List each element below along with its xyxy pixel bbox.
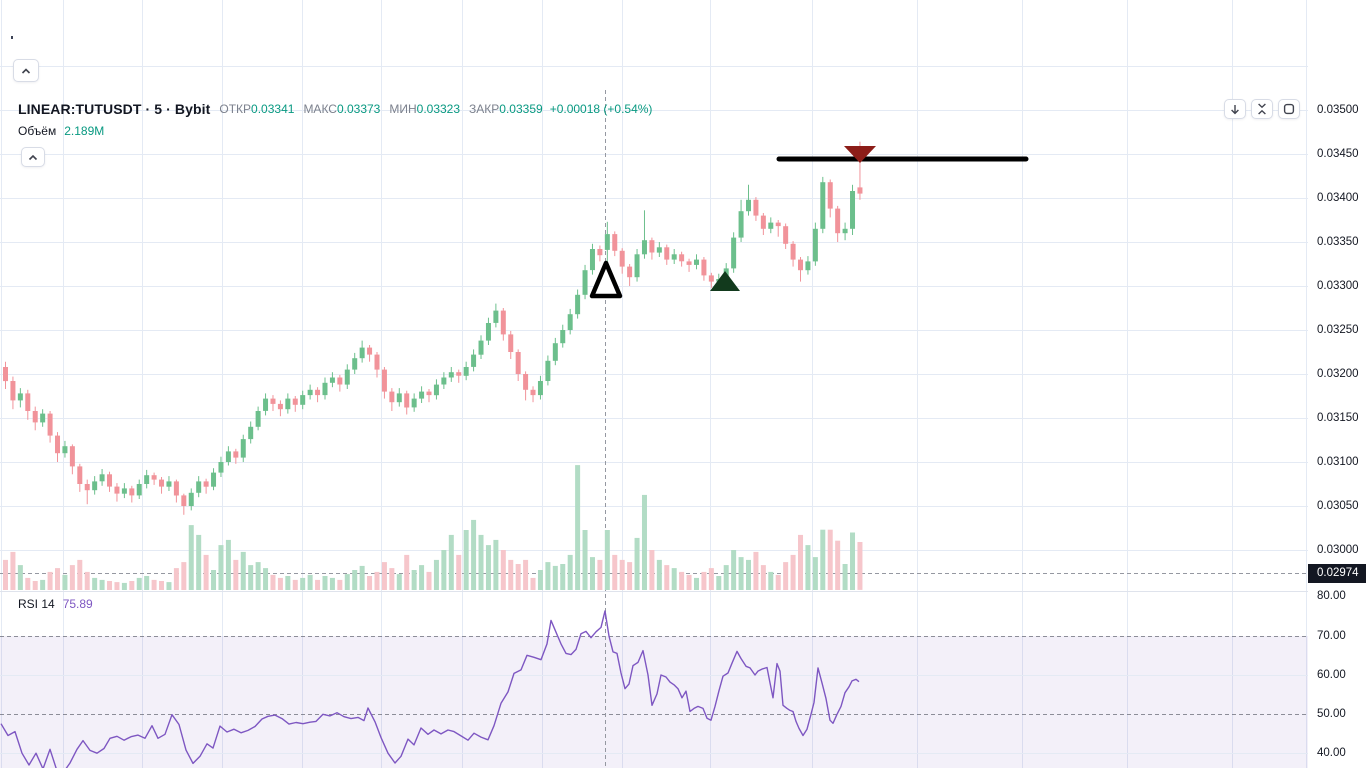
rsi-axis-label: 50.00 [1317, 708, 1346, 720]
price-axis-label: 0.03450 [1317, 148, 1359, 160]
arrow-down-icon [1231, 104, 1239, 114]
collapse-chevrons-icon [1258, 103, 1266, 115]
volume-legend: Объём 2.189M [18, 123, 104, 138]
ohlc-pair: МАКС0.03373 [303, 101, 381, 116]
ohlc-pair: ОТКР0.03341 [219, 101, 295, 116]
change-value: +0.00018 (+0.54%) [549, 101, 653, 116]
rsi-label[interactable]: RSI 14 [18, 596, 55, 611]
chevron-up-icon [21, 67, 31, 74]
pane-collapse-button-top[interactable] [13, 59, 39, 82]
main-legend: LINEAR:TUTUSDT · 5 · Bybit ОТКР0.03341 МА… [18, 100, 652, 117]
maximize-pane-button[interactable] [1278, 99, 1300, 119]
screen-artifact-dot [11, 36, 13, 39]
price-axis-label: 0.03200 [1317, 368, 1359, 380]
collapse-panes-button[interactable] [1251, 99, 1273, 119]
ohlc-pair: ЗАКР0.03359 [469, 101, 543, 116]
price-axis-label: 0.03150 [1317, 412, 1359, 424]
pane-collapse-button-volume[interactable] [21, 147, 45, 167]
rsi-axis-label: 70.00 [1317, 630, 1346, 642]
symbol-title[interactable]: LINEAR:TUTUSDT · 5 · Bybit [18, 100, 211, 117]
volume-value: 2.189M [64, 123, 105, 138]
volume-label[interactable]: Объём [18, 123, 57, 138]
ohlc-pair: МИН0.03323 [389, 101, 461, 116]
maximize-icon [1283, 103, 1295, 115]
price-axis-label: 0.03350 [1317, 236, 1359, 248]
price-axis-label: 0.03000 [1317, 544, 1359, 556]
price-axis-label: 0.03250 [1317, 324, 1359, 336]
price-axis-label: 0.03400 [1317, 192, 1359, 204]
rsi-axis-label: 60.00 [1317, 669, 1346, 681]
price-axis[interactable]: 0.03500 0.03450 0.03400 0.03350 0.03300 0.032… [1308, 0, 1366, 768]
price-axis-label: 0.03300 [1317, 280, 1359, 292]
price-axis-label: 0.03100 [1317, 456, 1359, 468]
rsi-axis-label: 80.00 [1317, 590, 1346, 602]
price-axis-label: 0.03500 [1317, 104, 1359, 116]
rsi-legend: RSI 14 75.89 [18, 596, 93, 611]
crosshair-price-badge: 0.02974 [1308, 563, 1366, 583]
price-axis-label: 0.03050 [1317, 500, 1359, 512]
ohlc-values-row: ОТКР0.03341 МАКС0.03373 МИН0.03323 ЗАКР0.03… [210, 100, 542, 118]
chevron-up-icon [28, 154, 38, 160]
rsi-value: 75.89 [62, 596, 93, 611]
rsi-axis-label: 40.00 [1317, 747, 1346, 759]
move-pane-down-button[interactable] [1224, 99, 1246, 119]
